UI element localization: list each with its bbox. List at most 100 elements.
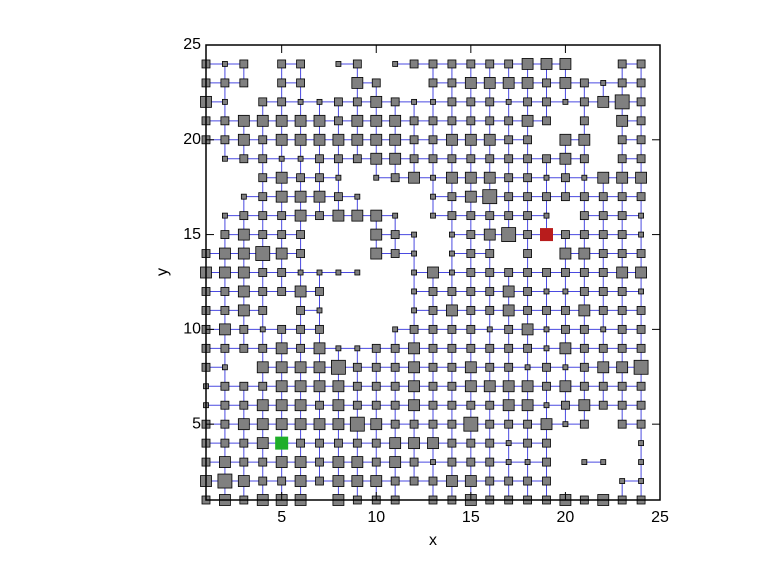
node bbox=[315, 438, 324, 448]
node bbox=[219, 456, 231, 468]
node bbox=[638, 440, 644, 447]
node bbox=[598, 306, 608, 315]
node bbox=[313, 190, 326, 203]
node bbox=[351, 133, 364, 146]
node bbox=[409, 116, 419, 126]
node bbox=[447, 287, 457, 296]
node bbox=[335, 269, 342, 276]
node bbox=[275, 456, 288, 468]
node bbox=[597, 95, 610, 108]
node bbox=[352, 438, 362, 448]
node bbox=[428, 324, 438, 334]
node bbox=[370, 152, 383, 165]
node bbox=[597, 171, 610, 184]
node bbox=[466, 438, 476, 448]
node bbox=[502, 285, 515, 298]
node bbox=[466, 154, 476, 164]
node bbox=[296, 173, 305, 183]
node bbox=[447, 211, 457, 221]
node bbox=[275, 361, 288, 374]
node bbox=[505, 98, 512, 105]
node bbox=[617, 154, 627, 164]
node bbox=[239, 211, 249, 221]
node bbox=[636, 116, 646, 126]
node bbox=[390, 400, 400, 410]
x-tick-label: 20 bbox=[557, 509, 575, 526]
node bbox=[351, 456, 364, 468]
node bbox=[428, 362, 438, 372]
node bbox=[315, 324, 324, 334]
node bbox=[371, 438, 381, 448]
node bbox=[523, 154, 532, 164]
node bbox=[504, 419, 514, 429]
node bbox=[277, 211, 287, 221]
node bbox=[332, 418, 345, 431]
node bbox=[389, 133, 402, 146]
node bbox=[427, 437, 439, 450]
node bbox=[352, 59, 362, 69]
node bbox=[315, 457, 324, 467]
node bbox=[237, 285, 250, 298]
node bbox=[277, 78, 287, 88]
node bbox=[635, 171, 647, 184]
node bbox=[334, 116, 343, 126]
node bbox=[392, 326, 399, 333]
node bbox=[597, 361, 610, 374]
node bbox=[258, 268, 268, 277]
node bbox=[617, 78, 627, 88]
node bbox=[485, 438, 495, 448]
node bbox=[523, 192, 532, 202]
node bbox=[617, 249, 627, 258]
node bbox=[483, 171, 496, 184]
node bbox=[504, 362, 514, 372]
node bbox=[559, 58, 572, 70]
node bbox=[562, 98, 569, 105]
node bbox=[428, 419, 438, 429]
node bbox=[504, 476, 514, 486]
node bbox=[598, 381, 608, 391]
node bbox=[408, 399, 420, 412]
node bbox=[504, 324, 514, 334]
node bbox=[579, 154, 589, 164]
node bbox=[638, 478, 644, 484]
node bbox=[315, 154, 324, 164]
node bbox=[256, 114, 269, 127]
y-tick-label: 5 bbox=[192, 415, 201, 432]
node bbox=[222, 155, 228, 162]
node bbox=[617, 343, 627, 353]
node bbox=[521, 114, 534, 127]
node bbox=[466, 324, 476, 334]
node bbox=[354, 193, 361, 200]
node bbox=[447, 400, 457, 410]
node bbox=[237, 114, 250, 127]
node bbox=[390, 343, 400, 353]
node bbox=[447, 381, 457, 391]
node bbox=[411, 307, 417, 314]
node bbox=[617, 381, 627, 391]
node bbox=[562, 288, 569, 295]
node bbox=[392, 61, 399, 67]
highlight-node bbox=[275, 436, 289, 450]
node bbox=[447, 419, 457, 429]
node bbox=[220, 230, 230, 239]
node bbox=[483, 133, 496, 146]
plot-frame bbox=[205, 44, 661, 501]
node bbox=[504, 154, 514, 164]
x-tick-label: 5 bbox=[277, 509, 286, 526]
node bbox=[617, 135, 627, 145]
node bbox=[504, 192, 514, 202]
node bbox=[258, 343, 268, 353]
node bbox=[296, 324, 305, 334]
node bbox=[277, 476, 287, 486]
node bbox=[258, 173, 268, 183]
node bbox=[485, 268, 495, 277]
node bbox=[239, 154, 249, 164]
node bbox=[239, 381, 249, 391]
node bbox=[373, 174, 380, 181]
node bbox=[466, 59, 476, 69]
node bbox=[540, 418, 553, 431]
node bbox=[277, 324, 287, 334]
node bbox=[581, 174, 588, 181]
node bbox=[466, 211, 476, 221]
node bbox=[466, 400, 476, 410]
